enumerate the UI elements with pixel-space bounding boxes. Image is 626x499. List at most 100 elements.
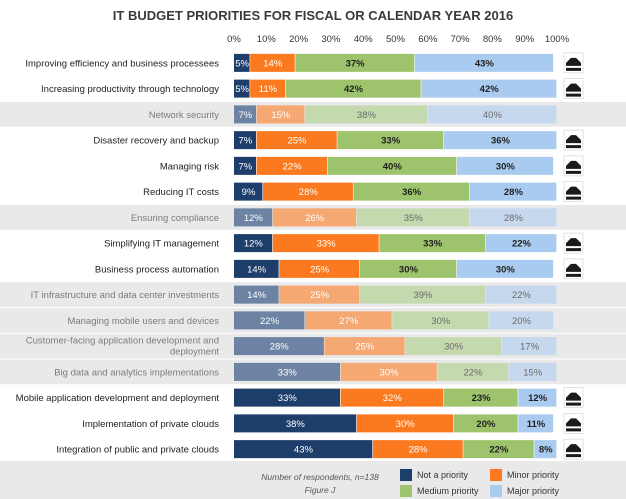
legend-swatch <box>400 485 412 497</box>
trend-icon <box>563 387 584 408</box>
category-label: Business process automation <box>95 264 219 275</box>
category-label: Mobile application development and deplo… <box>16 393 220 404</box>
bar-row: Managing risk 7% 22% 40% 30% <box>160 155 584 177</box>
bar-segment-minor-priority <box>256 105 305 124</box>
category-label: Managing risk <box>160 161 219 172</box>
bar-segment-major-priority <box>443 131 557 150</box>
trend-icon <box>563 232 584 254</box>
bar-value-label: 8% <box>539 445 553 456</box>
bar-segment-medium-priority <box>392 311 489 330</box>
trend-icon-base <box>566 273 581 277</box>
x-tick-label: 80% <box>483 34 503 45</box>
bar-value-label: 26% <box>305 213 325 224</box>
bar-value-label: 7% <box>238 136 252 147</box>
bar-segment-minor-priority <box>272 234 379 253</box>
bar-segment-major-priority <box>456 259 554 278</box>
bar-segment-minor-priority <box>279 285 360 304</box>
bar-segment-medium-priority <box>337 131 444 150</box>
trend-icon-shape <box>566 160 581 169</box>
bar-value-label: 20% <box>512 316 532 327</box>
bar-segment-not-a-priority <box>234 79 250 98</box>
bar-value-label: 12% <box>244 239 264 250</box>
legend-swatch <box>490 485 502 497</box>
bar-value-label: 42% <box>344 84 364 95</box>
bar-segment-medium-priority <box>437 362 508 381</box>
bar-segment-medium-priority <box>356 208 470 227</box>
trend-icon-shape <box>566 57 581 66</box>
bar-value-label: 28% <box>409 445 429 456</box>
bar-segment-not-a-priority <box>234 234 273 253</box>
trend-icon <box>563 413 584 434</box>
x-tick-label: 90% <box>515 34 535 45</box>
bar-segment-not-a-priority <box>234 285 279 304</box>
bar-segment-medium-priority <box>443 388 518 407</box>
category-label-line: deployment <box>170 347 219 358</box>
legend-label: Not a priority <box>417 470 469 480</box>
x-tick-label: 20% <box>289 34 309 45</box>
x-tick-label: 30% <box>321 34 341 45</box>
bar-segment-not-a-priority <box>234 311 305 330</box>
trend-icon-base <box>566 248 581 252</box>
bar-value-label: 22% <box>512 290 532 301</box>
category-label: Big data and analytics implementations <box>54 367 219 378</box>
legend-label: Major priority <box>507 486 560 496</box>
bar-segment-minor-priority <box>256 131 337 150</box>
bar-value-label: 22% <box>489 445 509 456</box>
bar-segment-minor-priority <box>340 362 437 381</box>
bar-segment-not-a-priority <box>234 414 357 433</box>
bar-row: Ensuring compliance 12% 26% 35% 28% <box>0 205 626 230</box>
bar-value-label: 25% <box>355 342 375 353</box>
bar-value-label: 30% <box>431 316 451 327</box>
bar-value-label: 30% <box>496 161 516 172</box>
bar-row: Improving efficiency and business proces… <box>25 52 584 74</box>
bar-value-label: 28% <box>299 187 319 198</box>
bar-segment-medium-priority <box>353 182 470 201</box>
bar-value-label: 43% <box>294 445 314 456</box>
bar-segment-minor-priority <box>263 182 353 201</box>
legend-minor-priority: Minor priority <box>490 469 559 481</box>
bar-value-label: 27% <box>339 316 359 327</box>
trend-icon <box>563 52 584 74</box>
category-label: Managing mobile users and devices <box>67 316 219 327</box>
trend-icon-shape <box>566 392 581 401</box>
bar-segment-major-priority <box>485 234 557 253</box>
legend-not-a-priority: Not a priority <box>400 469 468 481</box>
bar-value-label: 11% <box>259 84 278 95</box>
category-label: Increasing productivity through technolo… <box>41 84 219 95</box>
bar-row: Implementation of private clouds 38% 30% 20… <box>82 413 584 434</box>
trend-icon-shape <box>566 238 581 247</box>
bar-segment-minor-priority <box>250 79 286 98</box>
bar-segment-medium-priority <box>359 259 457 278</box>
bar-segment-minor-priority <box>279 259 360 278</box>
bar-value-label: 33% <box>317 239 337 250</box>
bar-value-label: 5% <box>235 84 249 95</box>
x-tick-label: 100% <box>545 34 570 45</box>
trend-icon-base <box>566 145 581 149</box>
bar-value-label: 28% <box>504 213 524 224</box>
figure-label: Figure J <box>304 485 336 495</box>
bar-segment-major-priority <box>414 53 554 72</box>
bar-segment-minor-priority <box>356 414 454 433</box>
bar-value-label: 9% <box>242 187 256 198</box>
bar-value-label: 14% <box>247 290 267 301</box>
bar-segment-medium-priority <box>305 105 428 124</box>
bar-segment-not-a-priority <box>234 259 279 278</box>
bar-segment-minor-priority <box>250 53 295 72</box>
category-label: Reducing IT costs <box>143 187 219 198</box>
x-tick-label: 60% <box>418 34 438 45</box>
bar-segment-not-a-priority <box>234 105 257 124</box>
bar-value-label: 17% <box>520 342 540 353</box>
trend-icon-shape <box>566 444 581 453</box>
trend-icon-shape <box>566 83 581 92</box>
bar-segment-major-priority <box>469 182 557 201</box>
bar-segment-major-priority <box>518 388 557 407</box>
bar-segment-major-priority <box>534 440 557 459</box>
bar-row: Mobile application development and deplo… <box>16 387 584 408</box>
bar-row: Managing mobile users and devices 22% 27% 3… <box>0 308 626 333</box>
bar-value-label: 42% <box>480 84 500 95</box>
trend-icon-shape <box>566 186 581 195</box>
category-label: Simplifying IT management <box>104 239 219 250</box>
x-tick-label: 70% <box>451 34 471 45</box>
bar-value-label: 12% <box>528 393 548 404</box>
